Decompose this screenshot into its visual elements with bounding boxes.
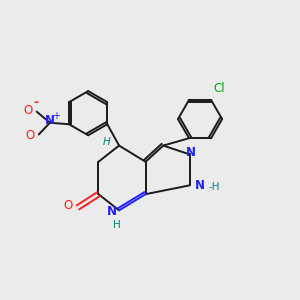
Text: H: H — [113, 220, 121, 230]
Text: O: O — [63, 200, 73, 212]
Text: N: N — [195, 179, 205, 192]
Text: Cl: Cl — [214, 82, 225, 95]
Text: H: H — [103, 137, 111, 147]
Text: +: + — [52, 111, 60, 121]
Text: N: N — [186, 146, 196, 159]
Text: -: - — [34, 96, 39, 109]
Text: O: O — [23, 104, 32, 117]
Text: -H: -H — [208, 182, 220, 192]
Text: N: N — [107, 205, 117, 218]
Text: N: N — [45, 115, 55, 128]
Text: O: O — [25, 129, 34, 142]
